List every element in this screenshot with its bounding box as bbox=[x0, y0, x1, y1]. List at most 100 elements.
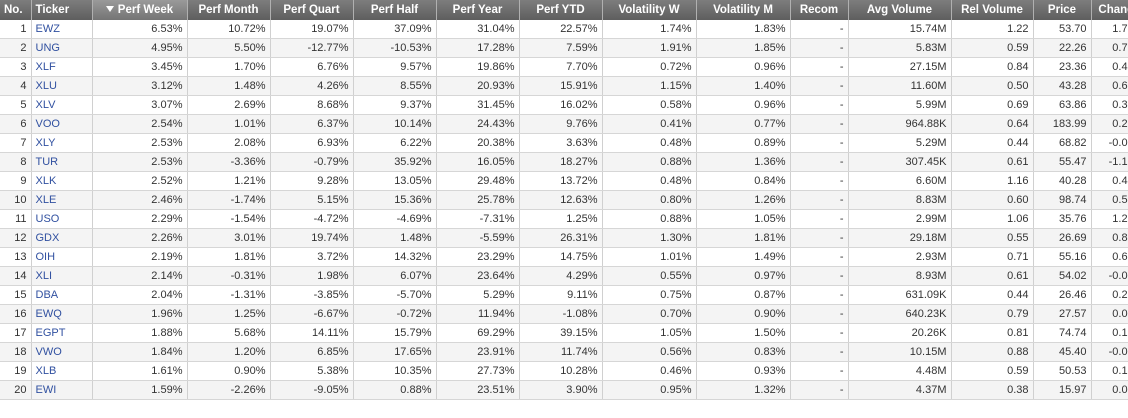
ticker-link[interactable]: VWO bbox=[35, 346, 62, 358]
cell-perf-ytd: 3.63% bbox=[519, 133, 603, 153]
table-row[interactable]: 1 EWZ 6.53% 10.72% 19.07% 37.09% 31.04% 22.57% 1… bbox=[0, 20, 1128, 39]
cell-recom: - bbox=[790, 342, 849, 362]
col-header-recom[interactable]: Recom bbox=[790, 0, 849, 20]
ticker-link[interactable]: XLY bbox=[35, 137, 56, 149]
col-header-volatility-m[interactable]: Volatility M bbox=[696, 0, 791, 20]
cell-perf-year: 25.78% bbox=[436, 190, 520, 210]
table-row[interactable]: 17 EGPT 1.88% 5.68% 14.11% 15.79% 69.29% 39.15%… bbox=[0, 323, 1128, 343]
ticker-link[interactable]: OIH bbox=[35, 251, 56, 263]
table-row[interactable]: 10 XLE 2.46% -1.74% 5.15% 15.36% 25.78% 12.63% 0… bbox=[0, 190, 1128, 210]
ticker-link[interactable]: XLF bbox=[35, 61, 56, 73]
table-row[interactable]: 15 DBA 2.04% -1.31% -3.85% -5.70% 5.29% 9.11% 0.… bbox=[0, 285, 1128, 305]
cell-recom: - bbox=[790, 133, 849, 153]
ticker-link[interactable]: UNG bbox=[35, 42, 60, 54]
cell-no: 14 bbox=[0, 266, 32, 286]
cell-perf-year: -7.31% bbox=[436, 209, 520, 229]
col-header-perf-week[interactable]: Perf Week bbox=[92, 0, 188, 20]
table-row[interactable]: 4 XLU 3.12% 1.48% 4.26% 8.55% 20.93% 15.91% 1.15… bbox=[0, 76, 1128, 96]
cell-vol-w: 0.88% bbox=[602, 209, 697, 229]
cell-avg-volume: 29.18M bbox=[848, 228, 952, 248]
table-row[interactable]: 16 EWQ 1.96% 1.25% -6.67% -0.72% 11.94% -1.08% 0… bbox=[0, 304, 1128, 324]
ticker-link[interactable]: TUR bbox=[35, 156, 59, 168]
cell-avg-volume: 8.93M bbox=[848, 266, 952, 286]
col-header-ticker[interactable]: Ticker bbox=[31, 0, 93, 20]
cell-ticker: XLI bbox=[31, 266, 93, 286]
cell-change: 0.36% bbox=[1091, 95, 1128, 115]
cell-vol-w: 1.91% bbox=[602, 38, 697, 58]
cell-ticker: XLE bbox=[31, 190, 93, 210]
cell-vol-m: 0.77% bbox=[696, 114, 791, 134]
cell-perf-year: 17.28% bbox=[436, 38, 520, 58]
cell-perf-quart: -4.72% bbox=[270, 209, 354, 229]
table-row[interactable]: 14 XLI 2.14% -0.31% 1.98% 6.07% 23.64% 4.29% 0.5… bbox=[0, 266, 1128, 286]
cell-perf-year: 27.73% bbox=[436, 361, 520, 381]
cell-perf-year: 20.38% bbox=[436, 133, 520, 153]
ticker-link[interactable]: XLI bbox=[35, 270, 53, 282]
table-row[interactable]: 19 XLB 1.61% 0.90% 5.38% 10.35% 27.73% 10.28% 0.… bbox=[0, 361, 1128, 381]
ticker-link[interactable]: EWZ bbox=[35, 23, 60, 35]
cell-avg-volume: 5.29M bbox=[848, 133, 952, 153]
cell-perf-week: 1.61% bbox=[92, 361, 188, 381]
cell-no: 2 bbox=[0, 38, 32, 58]
cell-vol-m: 0.89% bbox=[696, 133, 791, 153]
cell-perf-month: 1.25% bbox=[187, 304, 271, 324]
table-row[interactable]: 20 EWI 1.59% -2.26% -9.05% 0.88% 23.51% 3.90% 0.… bbox=[0, 380, 1128, 400]
col-header-perf-half[interactable]: Perf Half bbox=[353, 0, 437, 20]
cell-avg-volume: 964.88K bbox=[848, 114, 952, 134]
ticker-link[interactable]: XLK bbox=[35, 175, 57, 187]
cell-avg-volume: 640.23K bbox=[848, 304, 952, 324]
cell-recom: - bbox=[790, 380, 849, 400]
ticker-link[interactable]: XLU bbox=[35, 80, 57, 92]
ticker-link[interactable]: USO bbox=[35, 213, 60, 225]
cell-perf-half: -0.72% bbox=[353, 304, 437, 324]
cell-vol-m: 1.32% bbox=[696, 380, 791, 400]
col-header-price[interactable]: Price bbox=[1033, 0, 1092, 20]
sort-desc-icon bbox=[105, 6, 114, 12]
cell-perf-half: 6.22% bbox=[353, 133, 437, 153]
col-header-perf-month[interactable]: Perf Month bbox=[187, 0, 271, 20]
cell-change: 1.78% bbox=[1091, 20, 1128, 39]
cell-price: 63.86 bbox=[1033, 95, 1092, 115]
table-row[interactable]: 12 GDX 2.26% 3.01% 19.74% 1.48% -5.59% 26.31% 1.… bbox=[0, 228, 1128, 248]
col-header-perf-year[interactable]: Perf Year bbox=[436, 0, 520, 20]
table-row[interactable]: 2 UNG 4.95% 5.50% -12.77% -10.53% 17.28% 7.59% 1… bbox=[0, 38, 1128, 58]
col-header-rel-volume[interactable]: Rel Volume bbox=[951, 0, 1034, 20]
col-header-perf-quart[interactable]: Perf Quart bbox=[270, 0, 354, 20]
table-row[interactable]: 3 XLF 3.45% 1.70% 6.76% 9.57% 19.86% 7.70% 0.72%… bbox=[0, 57, 1128, 77]
ticker-link[interactable]: GDX bbox=[35, 232, 60, 244]
table-row[interactable]: 5 XLV 3.07% 2.69% 8.68% 9.37% 31.45% 16.02% 0.58… bbox=[0, 95, 1128, 115]
table-row[interactable]: 18 VWO 1.84% 1.20% 6.85% 17.65% 23.91% 11.74% 0.… bbox=[0, 342, 1128, 362]
cell-price: 74.74 bbox=[1033, 323, 1092, 343]
ticker-link[interactable]: EWQ bbox=[35, 308, 62, 320]
cell-rel-volume: 0.50 bbox=[951, 76, 1034, 96]
cell-perf-half: 17.65% bbox=[353, 342, 437, 362]
ticker-link[interactable]: XLE bbox=[35, 194, 57, 206]
cell-vol-w: 0.75% bbox=[602, 285, 697, 305]
cell-price: 55.47 bbox=[1033, 152, 1092, 172]
cell-perf-month: 2.69% bbox=[187, 95, 271, 115]
table-row[interactable]: 13 OIH 2.19% 1.81% 3.72% 14.32% 23.29% 14.75% 1.… bbox=[0, 247, 1128, 267]
cell-perf-ytd: 7.70% bbox=[519, 57, 603, 77]
table-row[interactable]: 6 VOO 2.54% 1.01% 6.37% 10.14% 24.43% 9.76% 0.41… bbox=[0, 114, 1128, 134]
table-row[interactable]: 11 USO 2.29% -1.54% -4.72% -4.69% -7.31% 1.25% 0… bbox=[0, 209, 1128, 229]
col-header-avg-volume[interactable]: Avg Volume bbox=[848, 0, 952, 20]
table-row[interactable]: 7 XLY 2.53% 2.08% 6.93% 6.22% 20.38% 3.63% 0.48%… bbox=[0, 133, 1128, 153]
ticker-link[interactable]: EWI bbox=[35, 384, 57, 396]
table-row[interactable]: 9 XLK 2.52% 1.21% 9.28% 13.05% 29.48% 13.72% 0.4… bbox=[0, 171, 1128, 191]
cell-perf-year: 23.91% bbox=[436, 342, 520, 362]
ticker-link[interactable]: DBA bbox=[35, 289, 59, 301]
cell-perf-week: 2.29% bbox=[92, 209, 188, 229]
col-header-perf-ytd[interactable]: Perf YTD bbox=[519, 0, 603, 20]
col-header-volatility-w[interactable]: Volatility W bbox=[602, 0, 697, 20]
col-header-change[interactable]: Change bbox=[1091, 0, 1128, 20]
ticker-link[interactable]: VOO bbox=[35, 118, 60, 130]
table-row[interactable]: 8 TUR 2.53% -3.36% -0.79% 35.92% 16.05% 18.27% 0… bbox=[0, 152, 1128, 172]
cell-perf-year: 5.29% bbox=[436, 285, 520, 305]
col-header-no[interactable]: No. bbox=[0, 0, 32, 20]
ticker-link[interactable]: XLV bbox=[35, 99, 56, 111]
cell-ticker: XLK bbox=[31, 171, 93, 191]
cell-perf-week: 3.12% bbox=[92, 76, 188, 96]
ticker-link[interactable]: EGPT bbox=[35, 327, 66, 339]
cell-perf-quart: 3.72% bbox=[270, 247, 354, 267]
ticker-link[interactable]: XLB bbox=[35, 365, 57, 377]
